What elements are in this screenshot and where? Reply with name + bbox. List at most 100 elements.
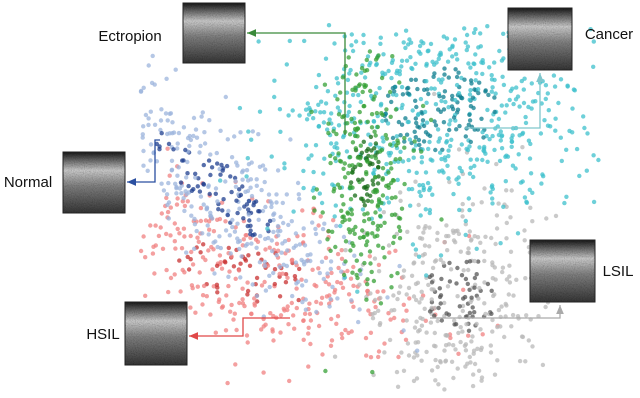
point bbox=[542, 118, 547, 123]
point bbox=[351, 283, 356, 288]
point bbox=[501, 204, 506, 209]
point bbox=[373, 133, 378, 138]
point bbox=[416, 111, 421, 117]
point bbox=[476, 296, 481, 301]
point bbox=[368, 193, 373, 198]
point bbox=[385, 121, 391, 126]
point bbox=[165, 118, 170, 123]
point bbox=[353, 224, 358, 230]
point bbox=[427, 210, 432, 216]
point bbox=[263, 247, 268, 252]
point bbox=[197, 270, 202, 275]
point bbox=[528, 141, 533, 147]
point bbox=[372, 94, 377, 99]
point bbox=[498, 138, 503, 143]
point bbox=[509, 188, 514, 193]
point bbox=[201, 182, 207, 187]
point bbox=[365, 211, 370, 216]
point bbox=[381, 52, 386, 57]
point bbox=[306, 331, 311, 336]
point bbox=[406, 85, 411, 91]
point bbox=[450, 106, 456, 112]
point bbox=[467, 92, 473, 97]
point bbox=[446, 176, 451, 181]
point bbox=[404, 308, 409, 313]
point bbox=[234, 327, 239, 333]
point bbox=[304, 117, 310, 122]
point bbox=[546, 108, 551, 113]
point bbox=[468, 65, 473, 70]
point bbox=[176, 130, 182, 136]
point bbox=[190, 262, 196, 267]
point bbox=[283, 272, 289, 277]
point bbox=[339, 331, 344, 337]
point bbox=[526, 338, 531, 343]
point bbox=[591, 153, 596, 158]
point bbox=[417, 142, 422, 148]
point bbox=[413, 252, 419, 257]
point bbox=[348, 276, 354, 281]
point bbox=[492, 292, 497, 297]
point-clouds bbox=[138, 23, 601, 392]
point bbox=[215, 199, 220, 204]
point bbox=[394, 92, 399, 98]
point bbox=[236, 268, 242, 273]
point bbox=[439, 318, 444, 323]
point bbox=[520, 145, 525, 150]
point bbox=[181, 125, 187, 130]
point bbox=[333, 93, 338, 99]
point bbox=[307, 311, 313, 317]
point bbox=[466, 196, 471, 201]
point bbox=[310, 220, 315, 225]
point bbox=[495, 358, 500, 363]
thumbnail bbox=[529, 239, 596, 303]
point bbox=[376, 308, 381, 313]
point bbox=[438, 301, 443, 306]
point bbox=[198, 143, 203, 149]
point bbox=[339, 248, 344, 253]
point bbox=[471, 372, 476, 377]
point bbox=[174, 191, 179, 196]
point bbox=[321, 276, 326, 282]
point bbox=[347, 217, 352, 222]
point bbox=[175, 196, 180, 201]
point bbox=[483, 88, 488, 93]
point bbox=[325, 271, 330, 276]
point bbox=[343, 239, 349, 244]
point bbox=[437, 169, 442, 174]
point bbox=[464, 146, 469, 152]
point bbox=[490, 133, 495, 139]
point bbox=[475, 235, 481, 240]
point bbox=[405, 119, 410, 125]
point bbox=[365, 239, 370, 244]
point bbox=[235, 210, 240, 216]
point bbox=[341, 166, 346, 171]
point bbox=[331, 218, 336, 223]
point bbox=[317, 239, 322, 245]
point bbox=[417, 183, 422, 188]
thumbnail bbox=[124, 301, 188, 366]
point bbox=[445, 284, 451, 289]
point bbox=[422, 226, 427, 231]
point bbox=[413, 143, 419, 148]
point bbox=[430, 158, 435, 163]
point bbox=[461, 296, 466, 301]
point bbox=[451, 238, 457, 243]
point bbox=[375, 202, 381, 208]
point bbox=[451, 343, 456, 348]
point bbox=[237, 246, 242, 252]
point bbox=[321, 171, 326, 176]
point bbox=[233, 362, 238, 367]
point bbox=[468, 165, 473, 170]
point bbox=[350, 140, 356, 145]
point bbox=[472, 285, 477, 290]
point bbox=[361, 199, 366, 204]
point bbox=[530, 190, 535, 195]
point bbox=[365, 277, 370, 282]
point bbox=[328, 343, 334, 348]
point bbox=[402, 145, 407, 150]
point bbox=[259, 283, 265, 288]
point bbox=[459, 142, 464, 147]
point bbox=[431, 74, 436, 80]
point bbox=[206, 184, 211, 189]
